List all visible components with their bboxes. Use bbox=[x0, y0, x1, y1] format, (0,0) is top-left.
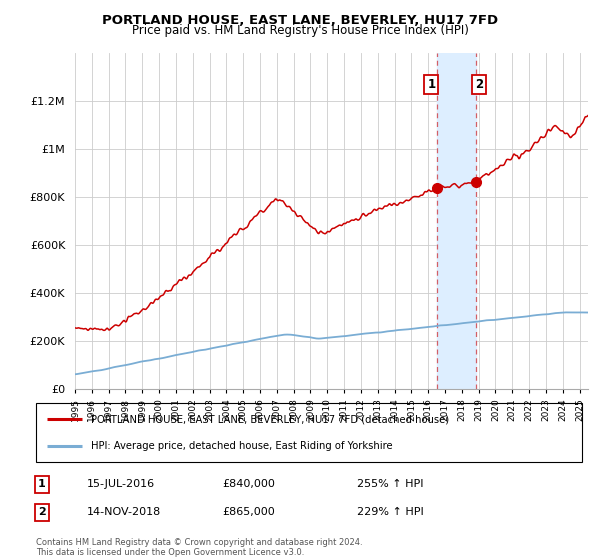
Text: PORTLAND HOUSE, EAST LANE, BEVERLEY, HU17 7FD (detached house): PORTLAND HOUSE, EAST LANE, BEVERLEY, HU1… bbox=[91, 414, 449, 424]
Text: HPI: Average price, detached house, East Riding of Yorkshire: HPI: Average price, detached house, East… bbox=[91, 441, 392, 451]
Text: 1: 1 bbox=[38, 479, 46, 489]
Text: 255% ↑ HPI: 255% ↑ HPI bbox=[357, 479, 424, 489]
Text: £865,000: £865,000 bbox=[222, 507, 275, 517]
Text: Contains HM Land Registry data © Crown copyright and database right 2024.
This d: Contains HM Land Registry data © Crown c… bbox=[36, 538, 362, 557]
Text: Price paid vs. HM Land Registry's House Price Index (HPI): Price paid vs. HM Land Registry's House … bbox=[131, 24, 469, 37]
Text: 2: 2 bbox=[38, 507, 46, 517]
Text: 229% ↑ HPI: 229% ↑ HPI bbox=[357, 507, 424, 517]
Text: 15-JUL-2016: 15-JUL-2016 bbox=[87, 479, 155, 489]
Text: 2: 2 bbox=[475, 78, 483, 91]
Text: 14-NOV-2018: 14-NOV-2018 bbox=[87, 507, 161, 517]
Bar bbox=[437, 53, 476, 389]
Text: £840,000: £840,000 bbox=[222, 479, 275, 489]
Text: 1: 1 bbox=[427, 78, 436, 91]
Text: PORTLAND HOUSE, EAST LANE, BEVERLEY, HU17 7FD: PORTLAND HOUSE, EAST LANE, BEVERLEY, HU1… bbox=[102, 14, 498, 27]
